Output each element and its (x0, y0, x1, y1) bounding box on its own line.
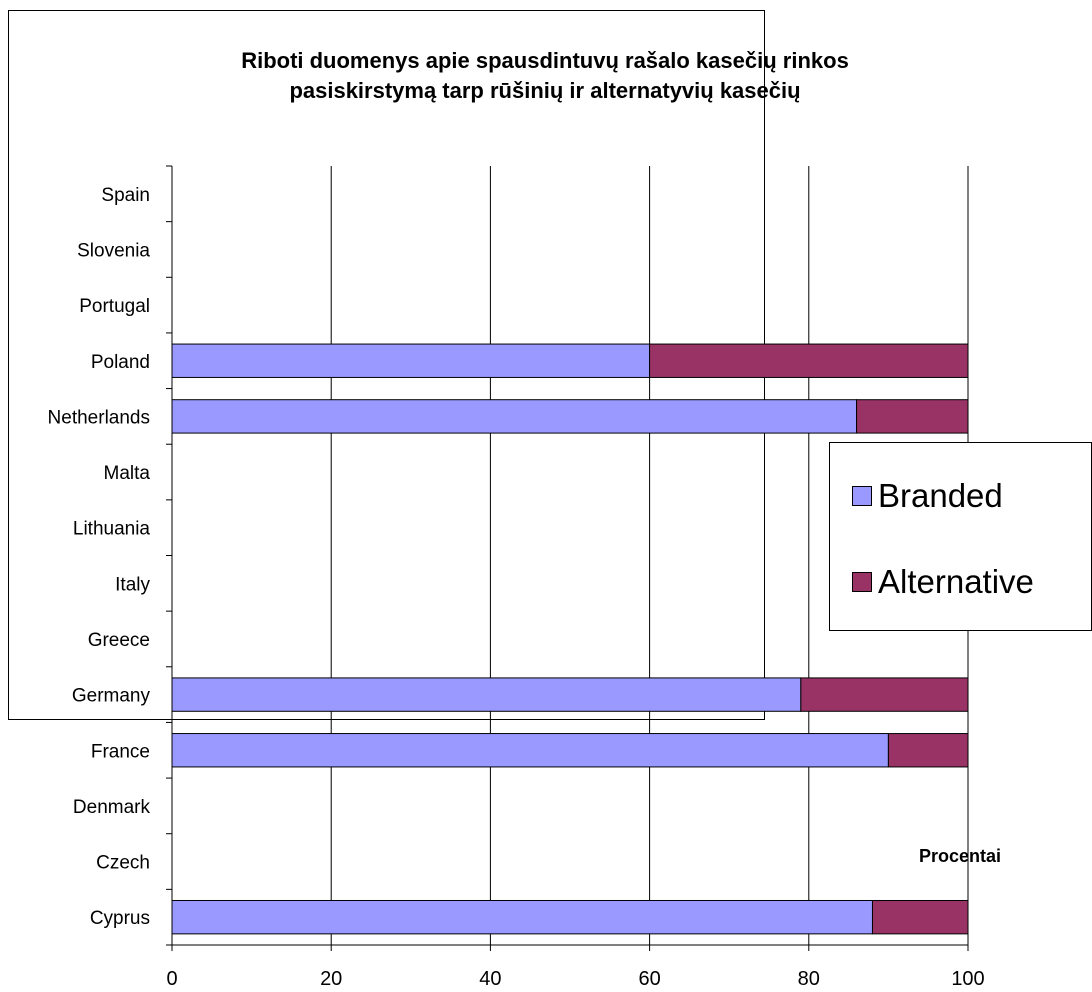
legend-label-alternative: Alternative (878, 563, 1034, 600)
legend-item-branded: Branded (852, 475, 1003, 517)
chart-title: Riboti duomenys apie spausdintuvų rašalo… (241, 48, 849, 103)
bar-branded-cyprus (171, 899, 873, 935)
legend-swatch-alternative (852, 572, 872, 592)
category-label-poland: Poland (91, 352, 150, 373)
bar-alternative-netherlands (856, 399, 969, 434)
category-label-slovenia: Slovenia (77, 240, 150, 261)
legend-label-branded: Branded (878, 477, 1003, 514)
bar-alternative-france (887, 733, 969, 768)
category-label-lithuania: Lithuania (73, 519, 151, 540)
category-label-czech: Czech (96, 853, 150, 874)
category-label-spain: Spain (101, 185, 150, 206)
category-label-germany: Germany (72, 686, 151, 707)
category-label-italy: Italy (115, 574, 150, 595)
x-tick-label-2: 40 (479, 968, 501, 990)
category-label-greece: Greece (88, 630, 150, 651)
x-tick-label-5: 100 (951, 968, 984, 990)
legend-swatch-branded (852, 486, 872, 506)
category-label-france: France (91, 741, 150, 762)
category-label-cyprus: Cyprus (90, 908, 150, 929)
category-label-netherlands: Netherlands (48, 407, 150, 428)
category-label-portugal: Portugal (79, 296, 150, 317)
bar-branded-germany (171, 677, 802, 712)
bar-alternative-poland (649, 343, 969, 378)
x-tick-label-4: 80 (798, 968, 820, 990)
x-tick-label-0: 0 (166, 968, 177, 990)
category-label-denmark: Denmark (73, 797, 151, 818)
category-label-malta: Malta (104, 463, 151, 484)
bar-branded-poland (171, 343, 651, 378)
bar-alternative-cyprus (871, 899, 969, 935)
bar-branded-france (171, 733, 889, 768)
bar-branded-netherlands (171, 399, 858, 434)
x-axis-title: Procentai (918, 846, 1002, 866)
legend-item-alternative: Alternative (852, 561, 1034, 603)
legend: Branded Alternative (829, 442, 1092, 631)
x-tick-label-1: 20 (320, 968, 342, 990)
x-tick-label-3: 60 (638, 968, 660, 990)
bar-alternative-germany (800, 677, 969, 712)
